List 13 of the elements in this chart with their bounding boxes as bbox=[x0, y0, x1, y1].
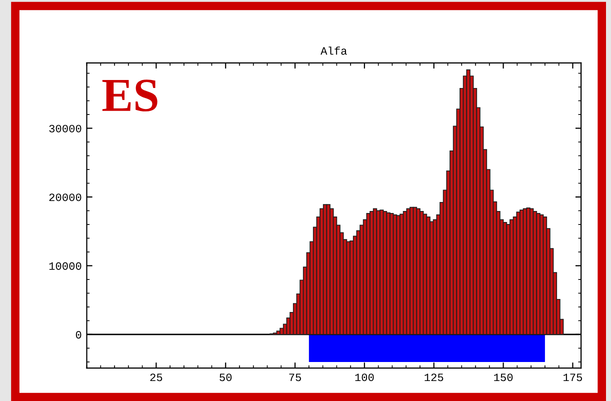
x-tick-label: 75 bbox=[289, 374, 301, 382]
x-tick-label: 175 bbox=[564, 374, 582, 382]
chart-title: Alfa bbox=[320, 46, 347, 55]
x-tick-label: 25 bbox=[150, 374, 162, 382]
y-tick-label: 30000 bbox=[49, 124, 82, 132]
annotation: ES bbox=[102, 80, 158, 112]
y-tick-label: 0 bbox=[76, 331, 82, 339]
x-tick-label: 125 bbox=[424, 374, 444, 382]
x-tick-label: 50 bbox=[220, 374, 232, 382]
y-tick-label: 20000 bbox=[49, 194, 82, 202]
x-tick-label: 100 bbox=[355, 374, 374, 382]
x-tick-label: 150 bbox=[494, 374, 513, 382]
y-tick-label: 10000 bbox=[49, 262, 82, 270]
